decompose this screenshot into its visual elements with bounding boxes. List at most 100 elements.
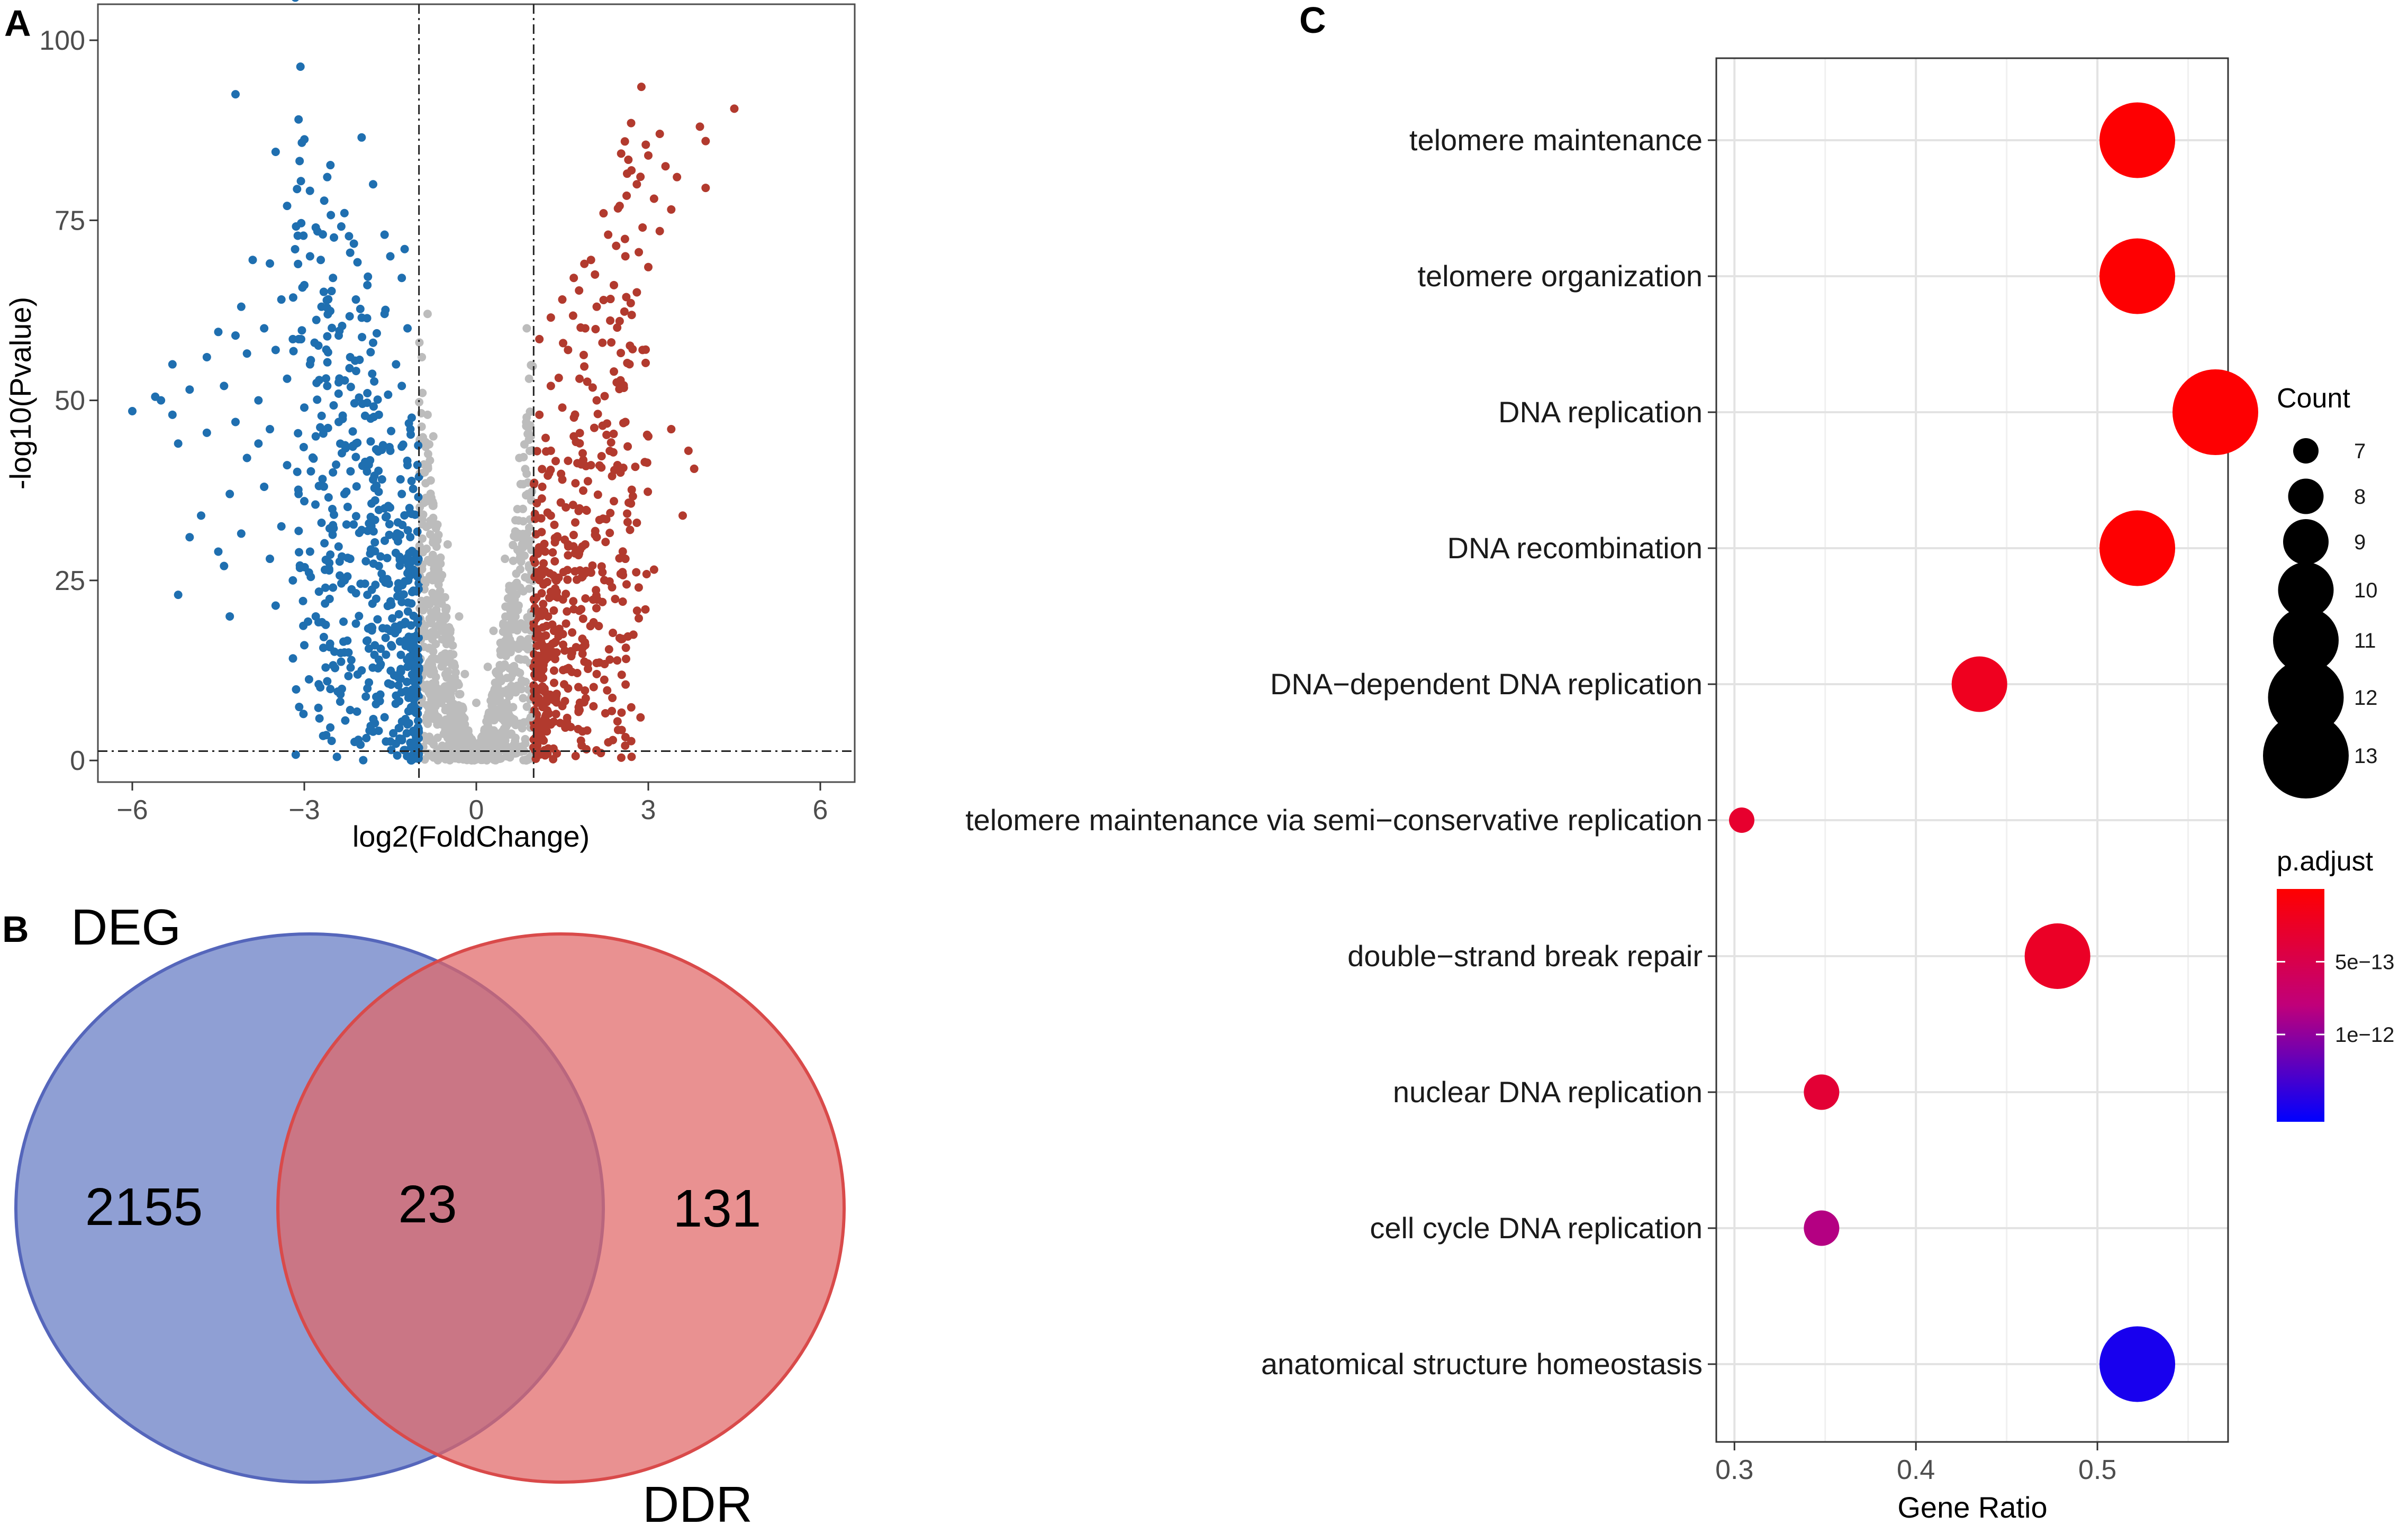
volcano-point-ns [522, 702, 531, 711]
volcano-point-up [578, 727, 587, 736]
volcano-point-down [326, 685, 335, 694]
count-legend-dot [2293, 438, 2319, 464]
volcano-point-ns [522, 756, 531, 765]
volcano-point-down [402, 677, 411, 686]
go-term-label: double−strand break repair [1347, 939, 1703, 973]
volcano-point-ns [445, 719, 454, 728]
volcano-point-down [318, 230, 327, 239]
volcano-point-ns [466, 734, 475, 743]
volcano-point-down [295, 561, 304, 570]
volcano-point-up [609, 628, 618, 637]
volcano-x-tick-label: 6 [813, 795, 828, 825]
volcano-point-down [300, 135, 309, 144]
volcano-point-down [294, 548, 303, 557]
volcano-point-up [583, 477, 592, 486]
padjust-legend-title: p.adjust [2277, 846, 2374, 877]
volcano-point-up [532, 641, 541, 650]
volcano-point-ns [509, 556, 518, 565]
volcano-point-down [407, 476, 416, 485]
volcano-point-down [289, 347, 298, 356]
volcano-point-down [225, 612, 234, 621]
volcano-point-down [214, 547, 223, 556]
volcano-point-ns [501, 648, 510, 657]
volcano-point-ns [522, 469, 531, 478]
volcano-point-ns [522, 324, 531, 333]
volcano-point-up [533, 651, 542, 660]
volcano-point-down [355, 612, 364, 621]
volcano-point-down [197, 511, 205, 520]
padjust-tick-label: 1e−12 [2335, 1023, 2394, 1047]
volcano-point-down [407, 756, 416, 765]
volcano-point-up [617, 708, 626, 717]
volcano-point-ns [506, 619, 515, 628]
volcano-point-down [294, 527, 303, 535]
volcano-point-up [606, 509, 615, 518]
volcano-point-up [730, 104, 739, 113]
volcano-point-up [599, 209, 608, 218]
count-legend-dot [2278, 562, 2334, 618]
volcano-point-ns [450, 750, 459, 759]
padjust-tick-label: 5e−13 [2335, 951, 2394, 974]
volcano-point-up [580, 362, 589, 371]
volcano-point-down [383, 553, 392, 562]
volcano-point-down [202, 428, 211, 437]
count-legend-label: 8 [2354, 485, 2366, 509]
volcano-point-ns [432, 698, 441, 707]
volcano-y-tick-label: 0 [70, 746, 85, 776]
volcano-point-ns [519, 480, 528, 489]
volcano-point-down [320, 196, 329, 205]
volcano-point-down [360, 579, 369, 588]
volcano-point-up [607, 338, 616, 347]
volcano-point-up [540, 646, 549, 655]
volcano-point-down [294, 489, 303, 498]
volcano-point-ns [501, 555, 510, 564]
volcano-point-up [531, 673, 540, 682]
volcano-point-up [621, 555, 630, 564]
volcano-point-ns [528, 362, 537, 371]
volcano-point-down [374, 561, 383, 570]
volcano-point-down [396, 650, 405, 659]
volcano-point-ns [423, 449, 432, 458]
volcano-point-up [560, 646, 569, 655]
volcano-point-down [311, 223, 320, 232]
count-legend-label: 10 [2354, 579, 2378, 602]
volcano-point-up [617, 670, 626, 679]
volcano-point-down [401, 618, 410, 627]
volcano-point-ns [492, 668, 501, 677]
volcano-point-down [305, 360, 314, 369]
volcano-point-down [174, 591, 183, 600]
volcano-point-up [621, 733, 630, 742]
volcano-point-down [325, 558, 334, 567]
volcano-point-up [541, 712, 550, 721]
volcano-point-up [538, 465, 547, 474]
volcano-point-up [629, 630, 638, 639]
volcano-point-down [393, 518, 402, 527]
volcano-point-ns [512, 578, 521, 587]
volcano-point-down [329, 524, 338, 533]
volcano-point-down [314, 703, 323, 712]
volcano-point-up [620, 137, 629, 146]
volcano-point-up [634, 583, 643, 592]
volcano-point-ns [415, 541, 424, 550]
volcano-point-up [641, 358, 650, 367]
volcano-point-up [530, 706, 539, 715]
volcano-point-down [380, 504, 389, 513]
volcano-point-down [254, 396, 263, 405]
volcano-point-up [661, 162, 670, 171]
volcano-point-up [641, 605, 650, 614]
volcano-point-up [644, 487, 653, 496]
go-term-dot [2099, 1326, 2176, 1402]
go-term-label: DNA recombination [1447, 531, 1703, 565]
volcano-point-up [576, 736, 585, 745]
volcano-point-ns [501, 736, 510, 745]
volcano-point-ns [512, 591, 521, 600]
go-term-label: telomere maintenance via semi−conservati… [965, 803, 1703, 837]
volcano-point-down [381, 536, 390, 545]
volcano-point-up [548, 548, 557, 557]
volcano-point-ns [415, 338, 424, 347]
volcano-point-ns [483, 662, 492, 671]
volcano-point-down [388, 614, 397, 623]
volcano-point-up [617, 349, 626, 358]
volcano-point-up [532, 698, 541, 707]
volcano-point-down [185, 385, 194, 394]
